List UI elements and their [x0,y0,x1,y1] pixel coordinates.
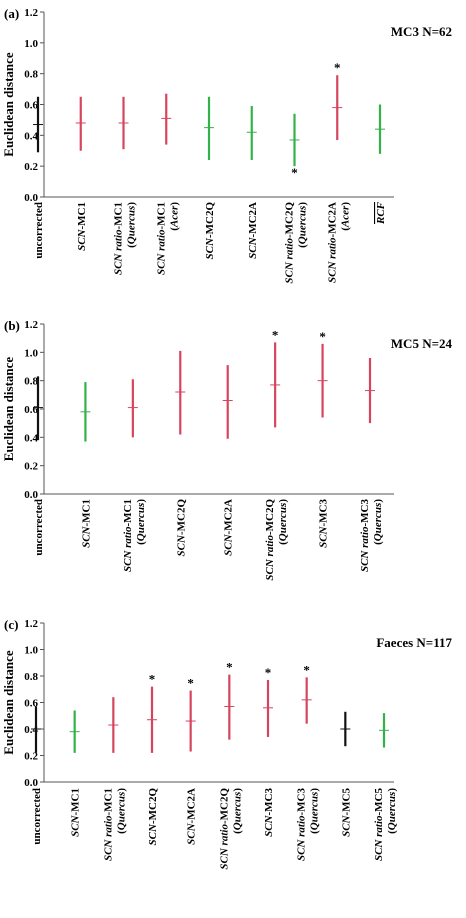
panel-b: (b) MC5 N=24 0.0 0.2 0.4 0.6 0.8 1.0 1.2 Euclidea… [0,300,466,610]
range-bar [33,376,43,441]
category-label: SCN-MC3 [318,499,330,548]
chart-a: (a) MC3 N=62 0.0 0.2 0.4 0.6 0.8 1.0 1.2 Euclidea… [1,6,452,284]
panel-c: (c) Faeces N=117 0.0 0.2 0.4 0.6 0.8 1.0 1.2 Eucl… [0,610,466,918]
panel-label: (a) [4,6,19,21]
significance-marker: * [226,660,233,675]
y-tick-label: 1.2 [24,7,38,19]
significance-marker: * [272,327,279,342]
category-label: SCN-MC2A [223,499,235,556]
category-label: SCN ratio-MC1(Acer) [155,202,180,275]
y-tick-label: 1.0 [24,347,38,359]
y-tick-label: 0.0 [24,777,38,789]
y-tick-label: 0.8 [24,376,38,388]
range-bar [147,686,157,753]
category-label: SCN-MC1 [76,202,88,251]
y-tick-label: 0.2 [24,751,38,763]
significance-marker: * [334,60,341,75]
category-label: uncorrected [33,202,45,259]
significance-marker: * [265,665,272,680]
y-axis-title: Euclidean distance [1,52,16,157]
significance-marker: * [149,672,156,687]
category-label: SCN ratio-MC1(Quercus) [122,499,147,572]
category-label: SCN-MC5 [340,788,352,837]
panel-header: MC3 N=62 [391,24,452,39]
category-label: SCN ratio-MC3(Quercus) [296,788,321,862]
category-label: uncorrected [33,499,45,556]
range-bar [161,93,172,145]
y-tick-label: 0.4 [24,130,38,142]
range-bar [375,104,385,154]
range-bar [270,342,281,428]
category-label: SCN-MC3 [263,788,275,837]
significance-marker: * [187,676,194,691]
category-label: SCN-MC2Q [175,499,187,557]
y-tick-label: 0.0 [24,192,38,204]
y-axis-title: Euclidean distance [1,357,16,462]
category-label: uncorrected [31,788,43,845]
range-bar [31,706,41,753]
category-label: SCN ratio-MC2A(Acer) [326,202,351,283]
y-tick-label: 1.0 [24,38,38,50]
y-tick-label: 0.6 [24,404,38,416]
range-bar [118,96,129,150]
chart-c: (c)Faeces N=1170.00.20.40.60.81.01.2Eucl… [1,617,452,870]
significance-marker: * [319,329,326,344]
range-bar [379,713,389,748]
y-tick-label: 0.4 [24,432,38,444]
y-axis-title: Euclidean distance [1,650,16,755]
range-bar [246,106,257,160]
range-bar [332,75,343,140]
range-bar [69,710,80,753]
range-bar [127,379,138,438]
y-tick-label: 0.8 [24,69,38,81]
significance-marker: * [303,662,310,677]
category-label: SCN-MC2Q [204,202,216,260]
range-bar [108,697,119,753]
y-tick-label: 0.0 [24,489,38,501]
category-label: SCN ratio-MC1(Quercus) [113,202,138,275]
category-label: SCN ratio-MC2Q(Quercus) [218,788,243,870]
y-tick-label: 0.2 [24,161,38,173]
category-label: SCN-MC2Q [147,788,159,846]
range-bar [175,350,186,435]
y-tick-label: 0.8 [24,671,38,683]
range-bar [365,358,375,424]
range-bar [204,96,214,160]
y-tick-label: 1.2 [24,618,38,630]
category-label: SCN-MC1 [80,499,92,548]
panel-header: Faeces N=117 [376,635,452,650]
panel-a: (a) MC3 N=62 0.0 0.2 0.4 0.6 0.8 1.0 1.2 Euclidea… [0,0,466,300]
range-bar [75,96,86,151]
range-bar [222,365,233,439]
range-bar [80,382,91,442]
chart-b: (b) MC5 N=24 0.0 0.2 0.4 0.6 0.8 1.0 1.2 Euclidea… [1,318,453,581]
y-tick-label: 1.2 [24,319,38,331]
category-label: SCN ratio-MC3(Quercus) [359,499,384,573]
range-bar [33,96,43,153]
range-bar [317,343,328,418]
category-label: SCN ratio-MC1(Quercus) [102,788,127,861]
category-label: SCN-MC1 [70,788,82,837]
category-label: SCN ratio-MC2Q(Quercus) [284,202,309,284]
panel-header: MC5 N=24 [391,336,453,351]
category-label: SCN-MC2A [247,202,259,259]
category-label: SCN ratio-MC2Q(Quercus) [264,499,289,581]
range-bar [301,677,312,724]
y-tick-label: 1.0 [24,645,38,657]
category-label: RCF [375,201,387,225]
panel-label: (b) [4,318,20,333]
panel-label: (c) [4,617,18,632]
range-bar [185,690,196,752]
range-bar [263,679,273,737]
y-tick-label: 0.6 [24,100,38,112]
range-bar [289,113,300,167]
y-tick-label: 0.2 [24,461,38,473]
category-label: SCN-MC2A [186,788,198,845]
range-bar [224,674,235,740]
range-bar [340,711,351,747]
significance-marker: * [291,165,298,180]
category-label: SCN ratio-MC5(Quercus) [373,788,398,862]
